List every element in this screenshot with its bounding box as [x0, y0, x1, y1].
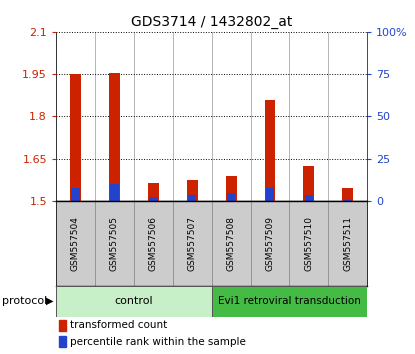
Text: GSM557509: GSM557509	[266, 216, 274, 271]
Text: GSM557508: GSM557508	[227, 216, 236, 271]
Text: GSM557507: GSM557507	[188, 216, 197, 271]
Text: percentile rank within the sample: percentile rank within the sample	[70, 337, 246, 347]
Bar	[342, 188, 353, 201]
Bar	[56, 286, 212, 316]
Bar	[134, 201, 173, 286]
Bar	[227, 193, 235, 201]
Bar	[187, 180, 198, 201]
Bar	[59, 336, 66, 347]
Bar	[173, 201, 212, 286]
Bar	[70, 74, 81, 201]
Bar	[149, 197, 158, 201]
Bar	[265, 99, 276, 201]
Title: GDS3714 / 1432802_at: GDS3714 / 1432802_at	[131, 16, 292, 29]
Bar	[266, 188, 274, 201]
Text: protocol: protocol	[2, 296, 47, 306]
Text: control: control	[115, 296, 153, 306]
Text: transformed count: transformed count	[70, 320, 167, 330]
Bar	[95, 201, 134, 286]
Bar	[251, 201, 289, 286]
Text: GSM557505: GSM557505	[110, 216, 119, 271]
Bar	[289, 201, 328, 286]
Bar	[109, 73, 120, 201]
Bar	[305, 195, 313, 201]
Bar	[56, 201, 95, 286]
Bar	[148, 183, 159, 201]
Bar	[188, 195, 196, 201]
Text: GSM557506: GSM557506	[149, 216, 158, 271]
Bar	[212, 201, 251, 286]
Bar	[59, 320, 66, 331]
Bar	[212, 286, 367, 316]
Bar	[344, 200, 352, 201]
Bar	[328, 201, 367, 286]
Text: ▶: ▶	[46, 296, 54, 306]
Text: Evi1 retroviral transduction: Evi1 retroviral transduction	[218, 296, 361, 306]
Bar	[303, 166, 315, 201]
Text: GSM557510: GSM557510	[305, 216, 313, 271]
Bar	[71, 188, 80, 201]
Bar	[226, 176, 237, 201]
Text: GSM557511: GSM557511	[343, 216, 352, 271]
Bar	[110, 184, 119, 201]
Text: GSM557504: GSM557504	[71, 216, 80, 271]
